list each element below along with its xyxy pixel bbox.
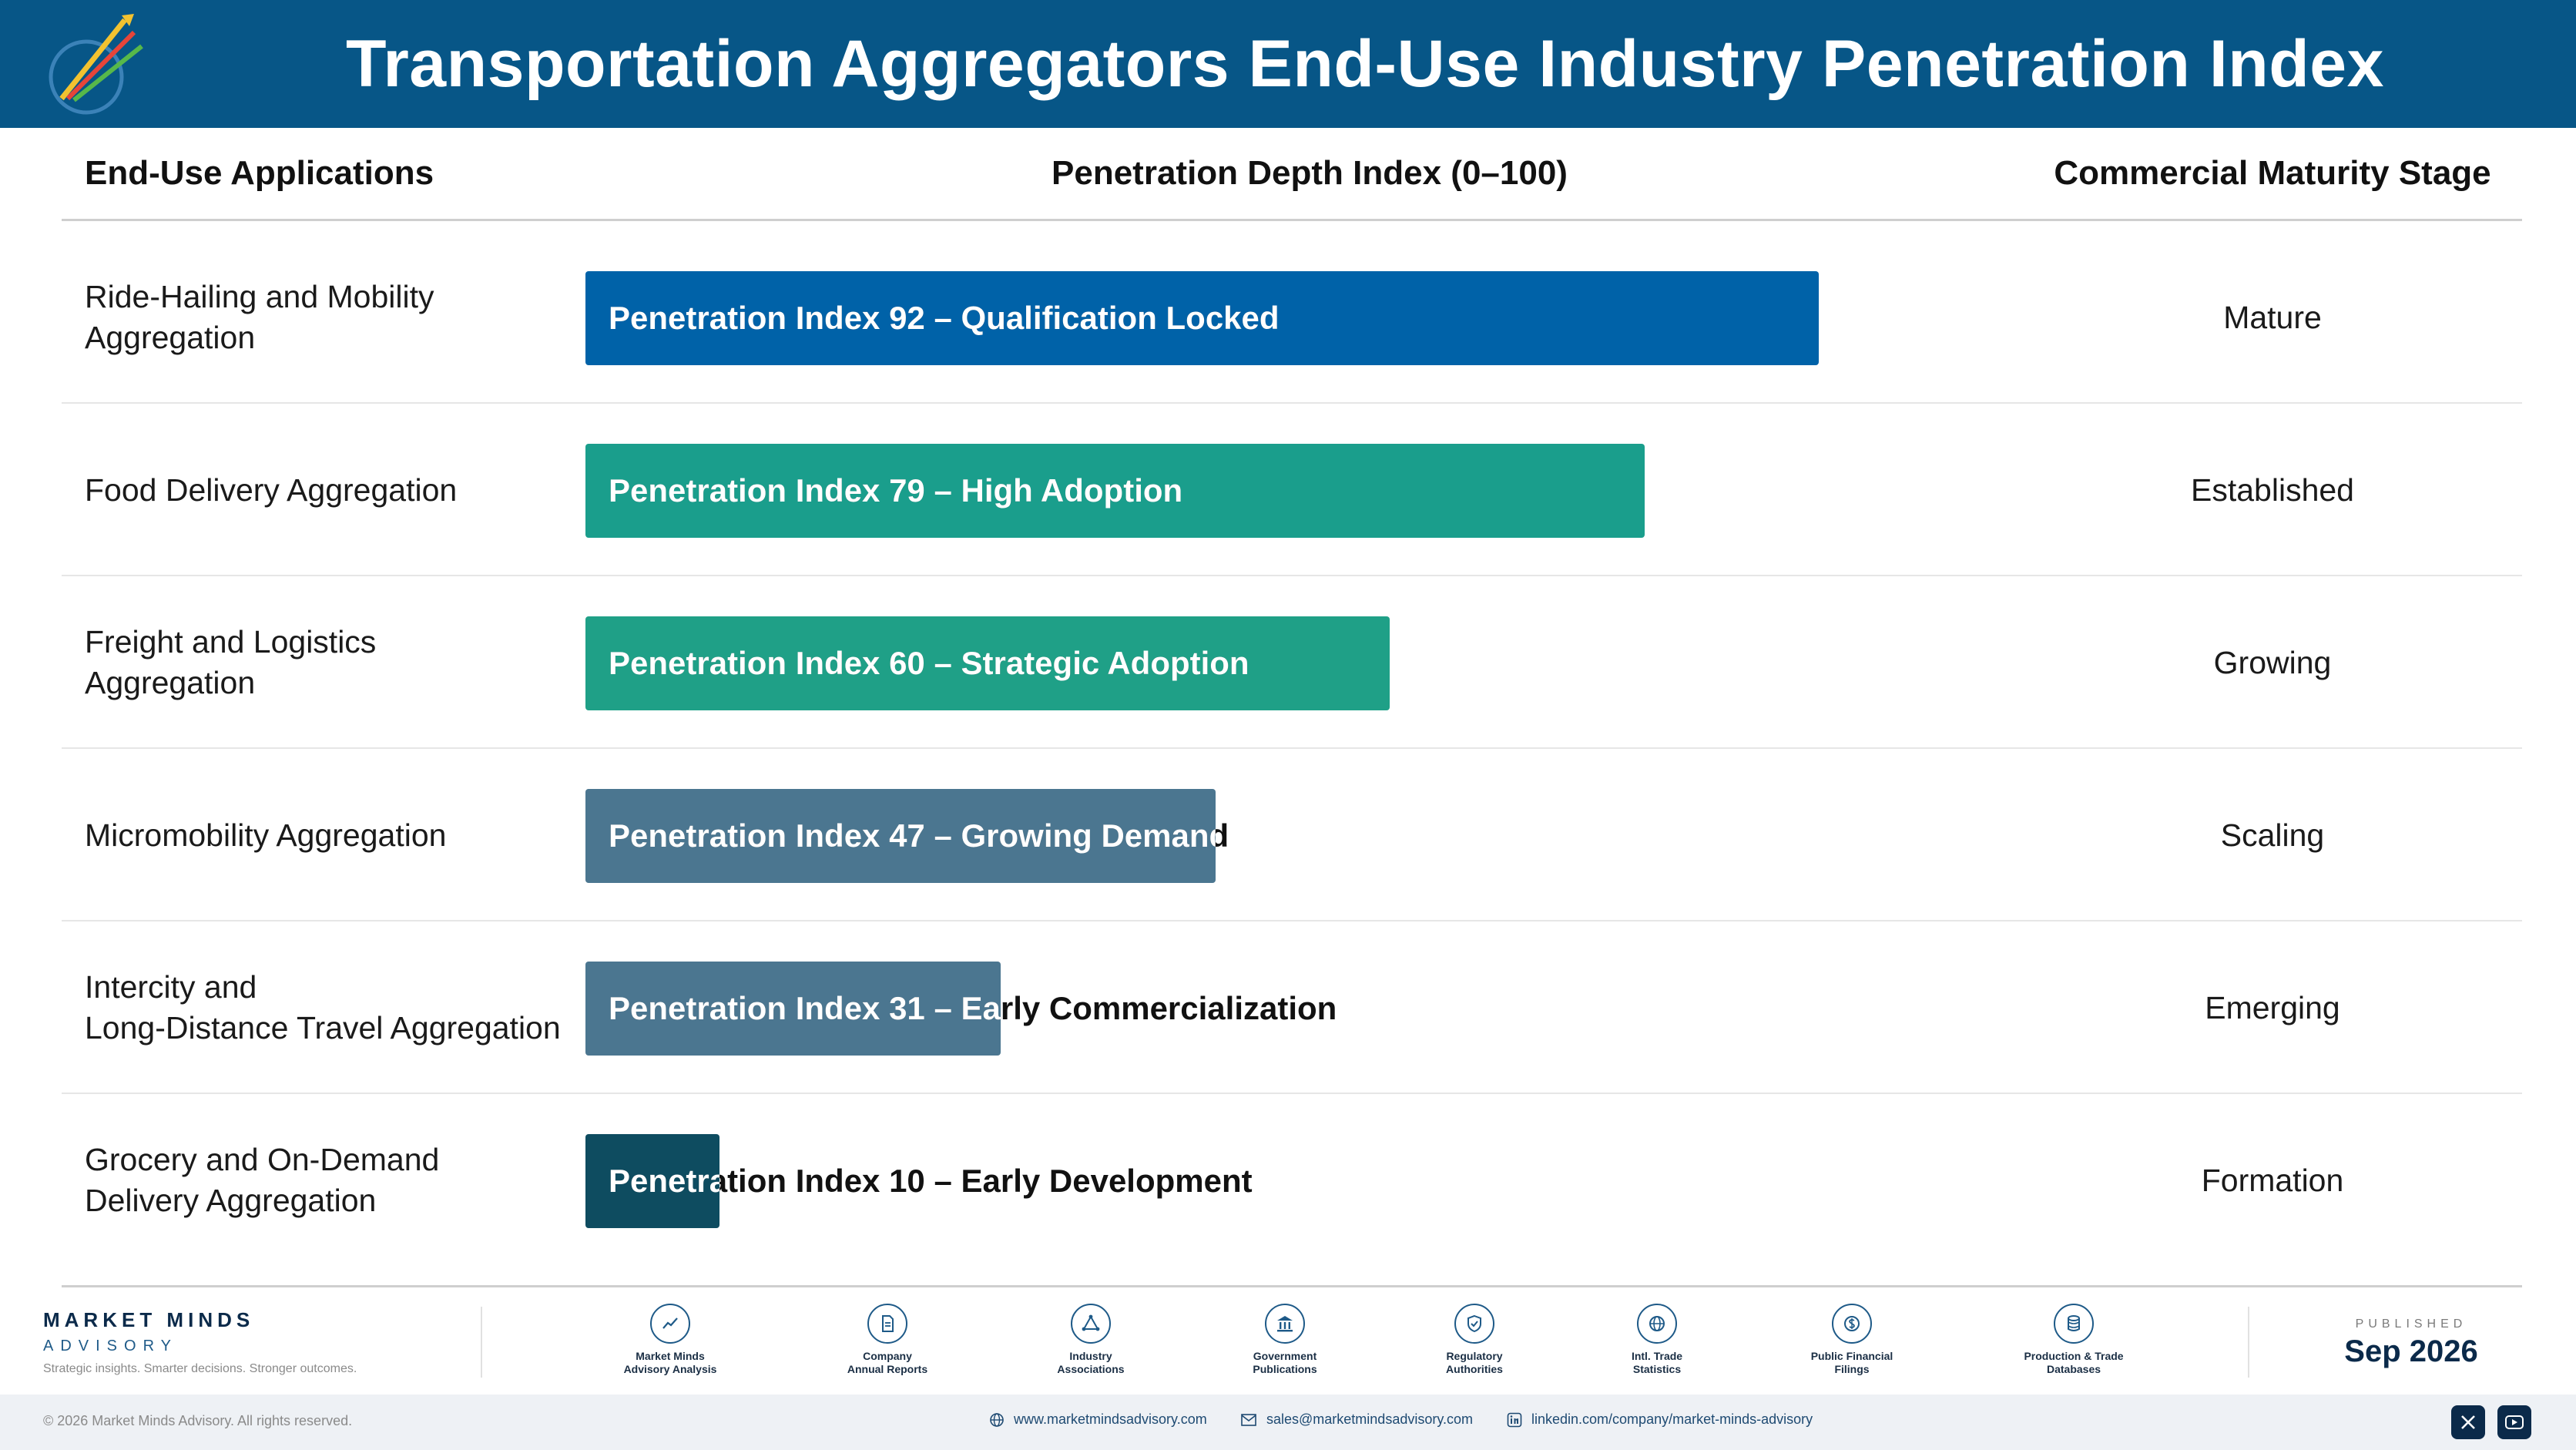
footer-bar: © 2026 Market Minds Advisory. All rights… [0,1395,2576,1450]
row-divider [62,575,2522,576]
email-text: sales@marketmindsadvisory.com [1266,1411,1474,1427]
bar-value-label: Penetration Index 92 – Qualification Loc… [609,300,1280,336]
source-label: Intl. Trade Statistics [1631,1350,1683,1375]
bar-value-label-inside: Penetration Index 92 – Qualification Loc… [609,300,1280,336]
published-date: Sep 2026 [2344,1334,2478,1368]
network-icon [1071,1304,1111,1344]
source-label: Market Minds Advisory Analysis [623,1350,717,1375]
maturity-stage: Scaling [2220,817,2325,853]
bar-value-label-inside: Penetration Index 79 – High Adoption [609,472,1183,509]
chart-row: Food Delivery Aggregation Penetration Ind… [62,404,2522,576]
source-item: Government Publications [1200,1304,1370,1376]
maturity-stage: Formation [2201,1162,2344,1198]
category-label: Freight and Logistics Aggregation [85,624,377,700]
chart-row: Intercity and Long-Distance Travel Aggre… [62,921,2522,1094]
brand-tagline: Strategic insights. Smarter decisions. S… [43,1362,357,1375]
column-header-stage: Commercial Maturity Stage [2054,154,2491,192]
category-label: Micromobility Aggregation [85,817,447,853]
company-logo-icon [49,14,143,115]
maturity-stage: Emerging [2205,989,2340,1025]
brand-name: MARKET MINDS [43,1308,255,1331]
chart-row: Micromobility Aggregation Penetration Ind… [62,749,2522,921]
website-text: www.marketmindsadvisory.com [1014,1411,1207,1427]
source-label: Government Publications [1253,1350,1317,1375]
bar-value-label-inside: Penetration Index 60 – Strategic Adoptio… [609,645,1249,681]
penetration-bar [585,1134,719,1228]
linkedin-icon [1507,1412,1522,1427]
x-social-button[interactable] [2451,1405,2485,1439]
source-label: Company Annual Reports [847,1350,928,1375]
email-link[interactable]: sales@marketmindsadvisory.com [1240,1411,1473,1428]
column-header-depth: Penetration Depth Index (0–100) [1052,154,1568,192]
bar-value-label: Penetration Index 31 – Early Commerciali… [609,990,1337,1026]
bar-value-label-inside: Penetration Index 47 – Growing Demand [609,817,1229,854]
page-title: Transportation Aggregators End-Use Indus… [346,26,2384,101]
category-label: Food Delivery Aggregation [85,472,458,508]
source-item: Production & Trade Databases [1989,1304,2158,1376]
maturity-stage: Mature [2223,299,2322,335]
shield-icon [1454,1304,1494,1344]
source-item: Company Annual Reports [803,1304,972,1376]
source-label: Industry Associations [1057,1350,1125,1375]
row-divider [62,1093,2522,1094]
bar-value-label: Penetration Index 10 – Early Development [609,1163,1253,1199]
government-building-icon [1265,1304,1305,1344]
source-item: Intl. Trade Statistics [1572,1304,1742,1376]
source-item: Industry Associations [1006,1304,1176,1376]
youtube-social-button[interactable] [2497,1405,2531,1439]
mail-icon [1241,1413,1256,1426]
source-item: Public Financial Filings [1767,1304,1937,1376]
dollar-coin-icon [1832,1304,1872,1344]
penetration-bar [585,271,1819,365]
youtube-icon [2505,1415,2524,1429]
x-icon [2461,1415,2475,1429]
bar-value-label: Penetration Index 79 – High Adoption [609,472,1183,509]
penetration-bar [585,444,1645,538]
source-label: Regulatory Authorities [1446,1350,1503,1375]
database-icon [2054,1304,2094,1344]
source-item: Market Minds Advisory Analysis [585,1304,755,1376]
bar-value-label: Penetration Index 47 – Growing Demand [609,817,1229,854]
row-divider [62,920,2522,921]
linkedin-link[interactable]: linkedin.com/company/market-minds-adviso… [1507,1411,1813,1428]
category-label: Intercity and Long-Distance Travel Aggre… [85,969,561,1046]
row-divider [62,747,2522,749]
header-banner: Transportation Aggregators End-Use Indus… [0,0,2576,128]
penetration-bar [585,962,1001,1056]
chart-bottom-divider [62,1285,2522,1287]
globe-icon [1637,1304,1677,1344]
category-label: Grocery and On-Demand Delivery Aggregati… [85,1142,440,1218]
maturity-stage: Established [2191,472,2354,508]
linkedin-text: linkedin.com/company/market-minds-adviso… [1531,1411,1813,1427]
source-label: Production & Trade Databases [2024,1350,2124,1375]
maturity-stage: Growing [2213,644,2332,680]
bar-value-label: Penetration Index 60 – Strategic Adoptio… [609,645,1249,681]
chart-row: Freight and Logistics Aggregation Penetra… [62,576,2522,749]
brand-subtitle: ADVISORY [43,1338,178,1354]
category-label: Ride-Hailing and Mobility Aggregation [85,279,434,355]
penetration-bar [585,789,1216,883]
row-divider [62,402,2522,404]
website-link[interactable]: www.marketmindsadvisory.com [989,1411,1207,1428]
footer-divider [2248,1307,2249,1378]
trend-chart-icon [650,1304,690,1344]
source-item: Regulatory Authorities [1390,1304,1559,1376]
chart-row: Grocery and On-Demand Delivery Aggregati… [62,1094,2522,1267]
footer-divider [481,1307,482,1378]
published-label: PUBLISHED [2355,1317,2467,1331]
source-label: Public Financial Filings [1810,1350,1893,1375]
copyright-text: © 2026 Market Minds Advisory. All rights… [43,1413,353,1428]
document-icon [867,1304,907,1344]
column-header-applications: End-Use Applications [85,154,434,192]
chart-row: Ride-Hailing and Mobility Aggregation Pen… [62,231,2522,404]
header-divider [62,219,2522,221]
globe-icon [990,1412,1004,1427]
penetration-bar [585,616,1390,710]
